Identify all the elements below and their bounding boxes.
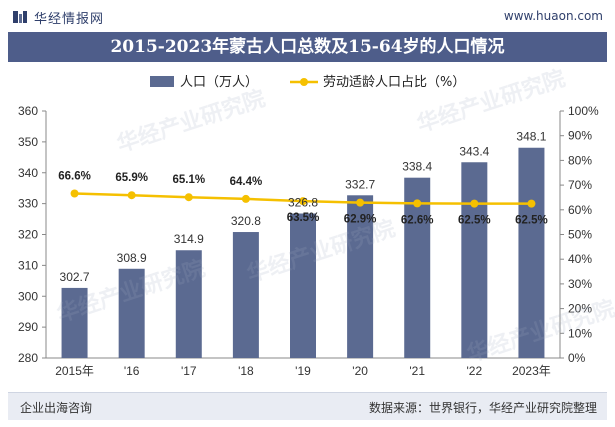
line-value-label: 65.9% [115,172,148,184]
bar [404,177,431,358]
bar [518,147,545,358]
y-right-tick-label: 20% [568,302,592,316]
x-tick-label: 2023年 [512,364,551,378]
chart-title: 2015-2023年蒙古人口总数及15-64岁的人口情况 [8,32,607,62]
y-left-tick-label: 330 [18,197,38,211]
line-value-label: 65.1% [172,174,205,186]
footer-tagline: 企业出海咨询 [20,401,93,415]
legend-line-label: 劳动适龄人口占比（%） [323,74,465,90]
y-left-tick-label: 280 [18,351,38,365]
y-left-tick-label: 300 [18,289,38,303]
y-left-tick-label: 310 [18,258,38,272]
legend-bar-label: 人口（万人） [180,75,258,90]
watermark: 华经产业研究院 [114,85,269,157]
bar [61,287,88,358]
y-right-tick-label: 70% [568,178,592,192]
line-point [470,199,479,208]
line-point [356,198,365,207]
y-right-tick-label: 80% [568,153,592,167]
site-url[interactable]: www.huaon.com [503,9,603,23]
y-left-tick-label: 320 [18,228,38,242]
line-value-label: 62.5% [515,215,548,227]
brand-name: 华经情报网 [34,12,105,27]
y-left-tick-label: 350 [18,135,38,149]
line-value-label: 62.6% [401,214,434,226]
x-tick-label: '20 [352,364,368,378]
bar-value-label: 332.7 [345,177,375,191]
bar-value-label: 338.4 [402,160,432,174]
y-right-tick-label: 40% [568,252,592,266]
bar-value-label: 326.8 [288,196,318,210]
y-left-tick-label: 340 [18,166,38,180]
y-right-tick-label: 50% [568,228,592,242]
legend-bar-swatch [150,76,174,87]
y-left-tick-label: 290 [18,320,38,334]
line-point [127,191,136,200]
bar [175,250,202,358]
line-value-label: 62.5% [458,215,491,227]
x-tick-label: '21 [409,364,425,378]
x-tick-label: '19 [295,364,311,378]
line-value-label: 63.5% [287,212,320,224]
y-right-tick-label: 60% [568,203,592,217]
line-point [241,194,250,203]
x-tick-label: '22 [467,364,483,378]
y-right-tick-label: 10% [568,326,592,340]
header: 华经情报网 www.huaon.com [0,0,615,32]
line-point [299,197,307,206]
line-point [184,193,193,202]
bar-value-label: 308.9 [117,251,147,265]
bar [232,232,259,358]
bar-value-label: 302.7 [60,270,90,284]
y-right-tick-label: 90% [568,129,592,143]
line-point [70,189,79,198]
line-point [527,199,536,208]
watermark: 华经产业研究院 [244,215,399,287]
y-right-tick-label: 0% [568,351,586,365]
bar-value-label: 348.1 [516,130,546,144]
bar [347,195,374,358]
x-tick-label: '16 [124,364,140,378]
combo-chart: 280 290 300 310 320 330 340 350 360 0% 10% 20% 30% 40… [18,65,615,378]
legend-line-marker [300,78,308,86]
y-right-tick-label: 30% [568,277,592,291]
logo-icon [13,11,27,23]
bar [461,162,488,358]
bar [290,213,316,358]
line-value-label: 62.9% [344,214,377,226]
bar-value-label: 320.8 [231,214,261,228]
y-left-tick-label: 360 [18,104,38,118]
bar-value-label: 343.4 [459,144,489,158]
line-value-label: 66.6% [58,170,91,182]
line-value-label: 64.4% [230,176,263,188]
x-tick-label: 2015年 [55,364,94,378]
footer: 企业出海咨询 数据来源：世界银行，华经产业研究院整理 [8,392,607,420]
x-tick-label: '18 [238,364,254,378]
data-source: 数据来源：世界银行，华经产业研究院整理 [368,401,597,415]
x-tick-label: '17 [181,364,197,378]
line-point [413,199,422,208]
bar-value-label: 314.9 [174,232,204,246]
y-right-tick-label: 100% [568,104,599,118]
bar [118,268,145,358]
